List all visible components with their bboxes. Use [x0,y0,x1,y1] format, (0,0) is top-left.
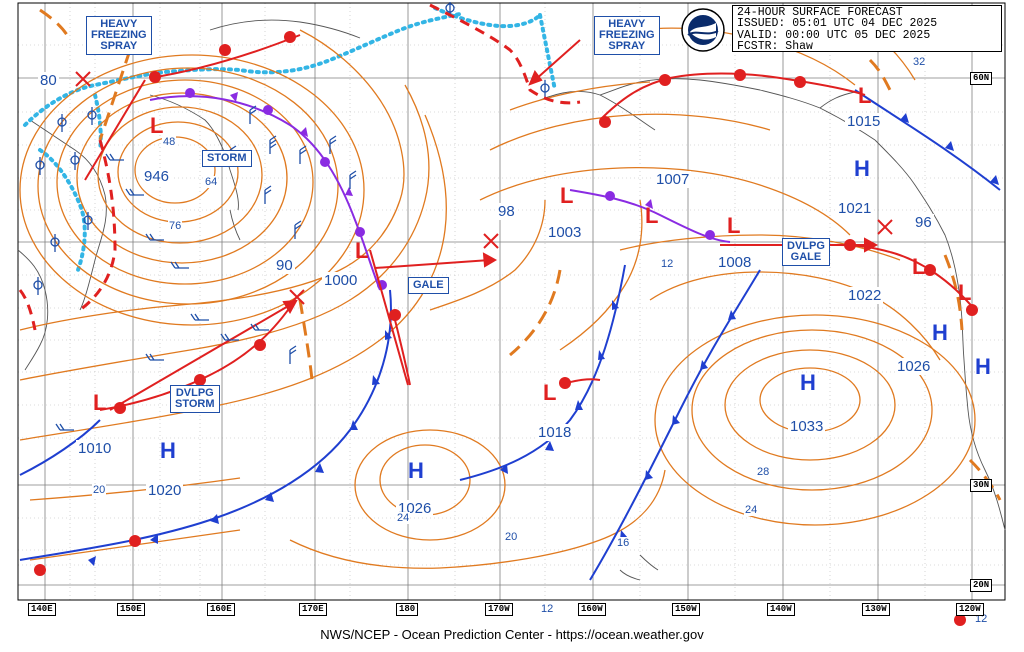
isobars [19,19,976,569]
isobar-label: 28 [756,466,771,478]
developing-gale-label: DVLPG GALE [782,238,830,266]
gale-warning-label: GALE [408,277,449,294]
noaa-logo-icon [681,8,725,52]
isobar-label: 76 [168,220,183,232]
low-center-symbol: L [645,203,659,228]
latitude-label: 60N [970,72,993,85]
low-center-symbol: L [912,254,926,279]
longitude-label: 150W [672,603,700,616]
heavy-freezing-spray-areas [18,3,581,331]
low-center-symbol: L [560,183,574,208]
high-center-symbol: H [854,156,870,181]
isobar-label: 16 [616,537,631,549]
pressure-value: 1033 [788,418,826,435]
forecast-position-marks [75,71,893,305]
latitude-label: 30N [970,479,993,492]
longitude-label: 120W [956,603,984,616]
pressure-value: 1015 [845,113,883,130]
pressure-value: 1000 [322,272,360,289]
pressure-value: 946 [142,168,172,185]
low-center-symbol: L [727,213,741,238]
pressure-value: 98 [496,203,517,220]
low-center-symbol: L [93,390,107,415]
credit-line: NWS/NCEP - Ocean Prediction Center - htt… [320,627,704,642]
longitude-label: 130W [862,603,890,616]
low-center-symbol: L [958,280,972,305]
high-center-symbol: H [800,370,816,395]
pressure-value: 1021 [836,200,874,217]
pressure-value: 1018 [536,424,574,441]
warm-front-scallops [34,31,978,626]
motion-arrows [84,39,879,411]
high-center-symbol: H [932,320,948,345]
occluded-front-symbols [185,88,715,290]
pressure-value: 1010 [76,440,114,457]
title-block: 24-HOUR SURFACE FORECAST ISSUED: 05:01 U… [732,5,1002,52]
pressure-value: 80 [38,72,59,89]
low-center-symbol: L [355,238,369,263]
isobar-label: 32 [912,56,927,68]
longitude-label: 140W [767,603,795,616]
pressure-value: 96 [913,214,934,231]
pressure-value: 1008 [716,254,754,271]
developing-storm-label: DVLPG STORM [170,385,220,413]
cold-fronts [19,89,1001,581]
isobar-label: 24 [396,512,411,524]
low-center-symbol: L [543,380,557,405]
isobar-label: 48 [162,136,177,148]
isobar-label: 12 [660,258,675,270]
freezing-spray-symbols [33,2,550,295]
pressure-value: 1003 [546,224,584,241]
storm-warning-label: STORM [202,150,252,167]
isobar-label: 12 [540,603,555,615]
low-center-symbol: L [150,113,164,138]
pressure-value: 1007 [654,171,692,188]
low-center-symbol: L [858,83,872,108]
title-line-1: 24-HOUR SURFACE FORECAST [737,6,903,19]
title-line-4: FCSTR: Shaw [737,39,813,53]
isobar-label: 20 [92,484,107,496]
pressure-value: 1026 [895,358,933,375]
high-center-symbol: H [408,458,424,483]
high-center-symbol: H [160,438,176,463]
longitude-label: 170W [485,603,513,616]
longitude-label: 170E [299,603,327,616]
longitude-label: 160W [578,603,606,616]
isobar-label: 64 [204,176,219,188]
heavy-freezing-spray-east-label: HEAVY FREEZING SPRAY [594,16,660,55]
title-line-3: VALID: 00:00 UTC 05 DEC 2025 [737,28,931,42]
title-line-2: ISSUED: 05:01 UTC 04 DEC 2025 [737,17,938,31]
longitude-label: 160E [207,603,235,616]
longitude-label: 180 [396,603,419,616]
longitude-label: 150E [117,603,145,616]
wind-barbs [55,105,357,431]
isobar-label: 20 [504,531,519,543]
longitude-label: 140E [28,603,56,616]
pressure-value: 1022 [846,287,884,304]
heavy-freezing-spray-west-label: HEAVY FREEZING SPRAY [86,16,152,55]
pressure-value: 90 [274,257,295,274]
isobar-label: 12 [974,613,989,625]
isobar-label: 24 [744,504,759,516]
latitude-label: 20N [970,579,993,592]
pressure-value: 1020 [146,482,184,499]
high-center-symbol: H [975,354,991,379]
